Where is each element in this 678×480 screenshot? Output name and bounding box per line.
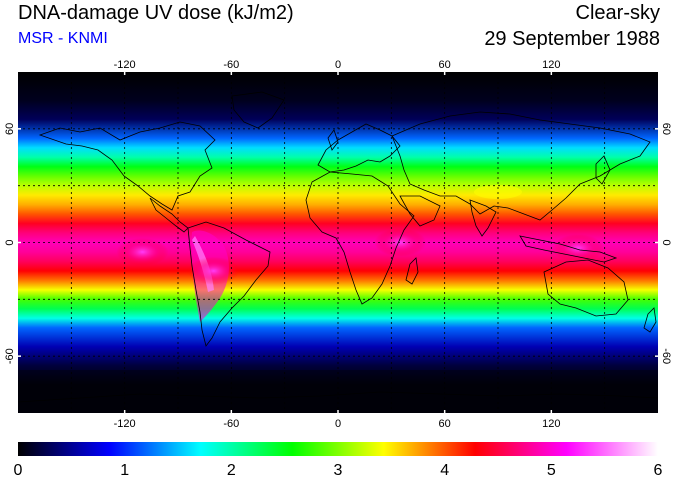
hotspot-east-africa [374,228,427,257]
lon-tick-label: 0 [335,418,341,430]
europe-coast [317,123,401,173]
lat-lon-grid [18,72,658,413]
south-america-coast [187,221,271,347]
lon-tick-label: -120 [114,418,136,430]
colorbar-gradient [18,442,658,456]
source-label: MSR - KNMI [18,30,108,47]
lat-tick-label-left: -60 [4,348,16,364]
colorbar: 0 1 2 3 4 5 6 [14,442,663,479]
australia-coast [543,259,629,317]
axis-labels: -120 -120 -60 -60 0 0 60 60 120 120 60 60 0 0 -60 -60 [4,59,672,430]
hotspot-layer [116,228,604,285]
lat-tick-label-right: -60 [660,348,672,364]
colorbar-tick-label: 2 [227,462,236,479]
uv-dose-map: -120 -120 -60 -60 0 0 60 60 120 120 60 60 0 0 -60 -60 [4,59,672,430]
hotspot-eastern-pacific [116,237,169,266]
axis-ticks [18,72,658,413]
lon-tick-label: 60 [439,418,451,430]
lon-tick-label: 120 [542,59,560,71]
lon-tick-label: -60 [223,418,239,430]
lat-tick-label-left: 60 [4,123,16,135]
central-america-coast [149,197,189,233]
hotspot-andes [187,256,240,285]
lon-tick-label: -60 [223,59,239,71]
hotspot-indonesia-new-guinea [552,234,604,263]
lat-tick-label-left: 0 [4,239,16,245]
southern-dark-band [18,370,658,413]
lon-tick-label: 120 [542,418,560,430]
lat-tick-label-right: 0 [660,239,672,245]
lat-tick-label-right: 60 [660,123,672,135]
india-coast [469,199,497,237]
japan-coast [595,155,611,185]
coastlines [18,91,658,403]
lon-tick-label: 0 [335,59,341,71]
indonesia-coast [519,235,618,263]
colorbar-tick-labels: 0 1 2 3 4 5 6 [14,462,663,479]
sky-condition-label: Clear-sky [575,2,660,24]
madagascar-coast [405,257,419,285]
colorbar-tick-label: 4 [440,462,449,479]
new-zealand-coast [643,307,657,333]
lon-tick-label: -120 [114,59,136,71]
antarctica-coast [18,391,658,403]
lon-tick-label: 60 [439,59,451,71]
colorbar-tick-label: 0 [14,462,23,479]
arabia-coast [399,195,441,227]
north-america-coast [38,121,216,211]
colorbar-tick-label: 5 [547,462,556,479]
colorbar-tick-label: 6 [654,462,663,479]
colorbar-tick-label: 3 [334,462,343,479]
africa-coast [305,171,415,305]
map-title: DNA-damage UV dose (kJ/m2) [18,2,294,24]
asia-coast [391,111,651,221]
colorbar-tick-label: 1 [120,462,129,479]
date-label: 29 September 1988 [484,28,660,50]
greenland-coast [231,91,285,129]
